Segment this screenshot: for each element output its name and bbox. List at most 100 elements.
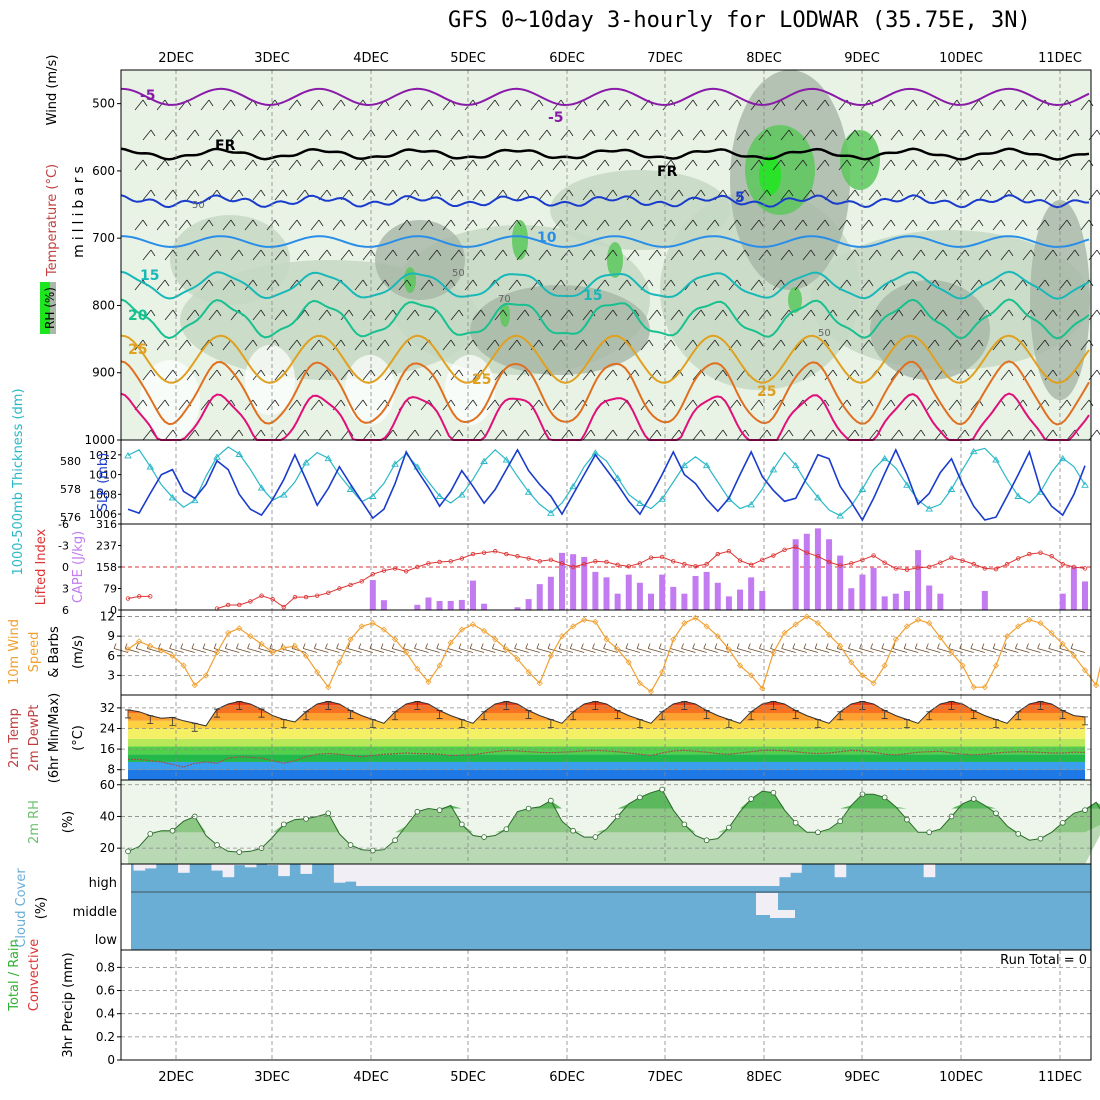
cape-bar: [458, 599, 465, 610]
wind-barb: [464, 399, 478, 411]
wind-speed-marker: [447, 639, 454, 646]
rh2m-axis-label: 2m RH: [27, 800, 42, 844]
lifted-index-marker: [248, 599, 253, 604]
wind-barb: [442, 219, 456, 231]
wind-speed-marker: [492, 636, 499, 643]
wind-barb: [208, 309, 222, 321]
wind-barb-10m: [670, 643, 685, 653]
wind-barb: [494, 249, 508, 261]
wind-barb-10m: [803, 643, 819, 653]
wind-speed-marker: [1081, 667, 1089, 674]
wind-barb: [728, 159, 742, 171]
high-cloud-gap: [667, 864, 680, 886]
isotherm-label: 10: [537, 230, 557, 246]
wind-barb: [398, 219, 412, 231]
wind-barb: [362, 189, 376, 201]
wind-barb: [934, 129, 948, 141]
wind-barb-10m: [1059, 643, 1074, 653]
wind-barb: [1044, 309, 1058, 321]
wind-barb: [310, 339, 324, 351]
temp-tick-label: 8: [107, 763, 115, 777]
temp-minmax-bar: [948, 701, 955, 710]
wind-barb: [362, 369, 376, 381]
wind-speed-marker: [469, 621, 477, 628]
wind-barb: [1000, 369, 1014, 381]
temp-minmax-bar: [147, 715, 154, 725]
wind-barb-10m: [414, 643, 429, 653]
wind-barb-10m: [848, 643, 863, 653]
cape-bar: [525, 599, 532, 610]
wind-barb: [662, 279, 676, 291]
wind-axis-label: Wind (m/s): [45, 55, 60, 126]
wind-barb: [1088, 429, 1100, 441]
cape-bar: [814, 528, 821, 610]
thickness-marker: [769, 466, 778, 473]
rh2m-marker: [1037, 835, 1044, 842]
wind-speed-marker: [970, 684, 977, 691]
wind-barb: [508, 219, 522, 231]
wind-speed-marker: [603, 636, 610, 643]
wind-barb: [398, 159, 412, 171]
high-cloud-gap: [367, 864, 379, 886]
wind-barb: [486, 339, 500, 351]
wind-barb-10m: [224, 643, 240, 653]
wind-speed-marker: [592, 618, 599, 625]
wind-barb: [464, 339, 478, 351]
wind-barb: [794, 219, 808, 231]
lifted-index-marker: [737, 558, 743, 563]
wind-barb-10m: [158, 643, 173, 653]
wind-speed-marker: [213, 649, 221, 656]
wind-barb-10m: [1070, 643, 1086, 653]
wind-barb: [156, 339, 170, 351]
temp-band: [128, 720, 1085, 729]
wind-barb-10m: [369, 643, 385, 653]
wind-barb: [618, 219, 632, 231]
wind-barb: [142, 189, 156, 201]
high-cloud-gap: [767, 864, 780, 886]
rh2m-marker: [481, 834, 487, 840]
precip-tick-label: 0.2: [96, 1030, 115, 1044]
date-label-bottom: 3DEC: [254, 1070, 290, 1085]
isotherm-label: 25: [128, 342, 147, 358]
high-cloud-gap: [356, 864, 368, 886]
wind-barb: [868, 309, 882, 321]
rh2m-marker: [970, 796, 977, 802]
rh2m-marker: [703, 837, 710, 844]
high-cloud-gap: [489, 864, 502, 886]
lifted-index-marker: [760, 557, 765, 563]
cloud-left-margin: [121, 864, 131, 950]
cape-bar: [514, 607, 521, 610]
rh-contour-area: [470, 285, 650, 375]
wind-barb: [450, 309, 464, 321]
high-cloud-gap: [434, 864, 446, 886]
cape-bar: [636, 582, 643, 610]
temp-minmax-bar: [547, 719, 554, 728]
wind-speed-marker: [1070, 652, 1077, 659]
high-cloud-gap: [300, 864, 313, 874]
rh2m-marker: [392, 837, 398, 844]
lifted-tick-label: 3: [62, 583, 69, 596]
wind-barb: [648, 429, 662, 441]
wind-barb-10m: [937, 643, 952, 653]
wind-barb: [288, 339, 302, 351]
wind-speed-marker: [636, 680, 643, 687]
lifted-index-marker: [1004, 561, 1010, 567]
wind-barb: [354, 399, 368, 411]
cape-bar: [625, 574, 632, 610]
wind-barb: [758, 309, 772, 321]
wind-tick-label: 6: [107, 649, 115, 663]
high-cloud-gap: [133, 864, 146, 871]
wind-barb: [1036, 159, 1050, 171]
rh-contour-label: 50: [818, 328, 831, 339]
rh2m-axis-unit: (%): [61, 811, 76, 834]
temp-minmax-bar: [592, 701, 599, 710]
middle-cloud-gap: [756, 893, 778, 915]
wind-speed-marker: [1048, 629, 1055, 636]
wind-barb: [450, 189, 464, 201]
thickness-tick-label: 576: [60, 511, 81, 524]
wind-barb: [200, 279, 214, 291]
wind-barb-10m: [903, 643, 919, 653]
wind-speed-marker: [247, 633, 254, 640]
thickness-marker: [725, 495, 733, 502]
slp-tick-label: 1006: [89, 508, 117, 521]
